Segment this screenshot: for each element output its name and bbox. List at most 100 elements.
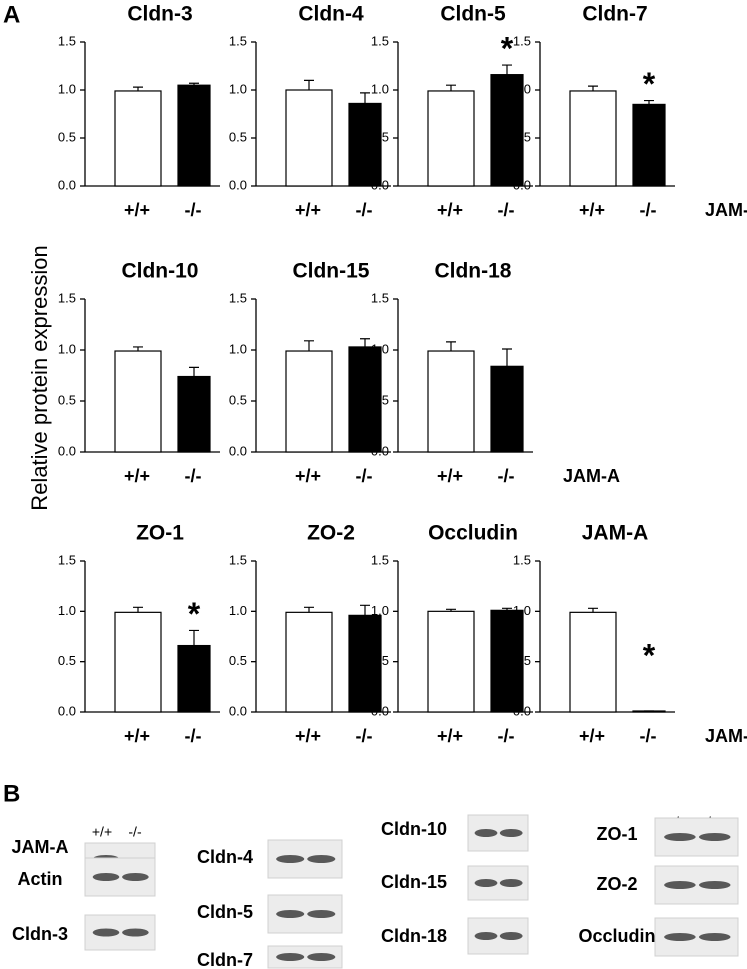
x-tick-label: +/+ bbox=[579, 726, 605, 746]
y-tick-label: 0.5 bbox=[229, 392, 247, 407]
blot-band bbox=[122, 928, 149, 937]
y-tick-label: 1.5 bbox=[513, 552, 531, 567]
bar bbox=[569, 611, 617, 713]
x-tick-label: +/+ bbox=[579, 200, 605, 220]
error-bar bbox=[133, 346, 143, 352]
y-tick-label: 0.5 bbox=[58, 392, 76, 407]
blot-label: Cldn-4 bbox=[197, 847, 253, 867]
blot-label: Cldn-15 bbox=[381, 872, 447, 892]
chart-title: ZO-1 bbox=[136, 522, 184, 545]
bar bbox=[490, 74, 524, 187]
error-bar bbox=[446, 84, 456, 91]
blot-label: ZO-2 bbox=[596, 874, 637, 894]
significance-marker: * bbox=[643, 66, 656, 102]
error-bar bbox=[502, 348, 512, 367]
y-tick-label: 1.0 bbox=[371, 341, 389, 356]
y-tick-label: 0.5 bbox=[58, 653, 76, 668]
y-tick-label: 0.0 bbox=[58, 443, 76, 458]
blot-band bbox=[92, 928, 120, 937]
bar bbox=[490, 365, 524, 453]
y-tick-label: 1.0 bbox=[229, 81, 247, 96]
chart-title: Cldn-10 bbox=[121, 260, 198, 283]
blot-band bbox=[474, 932, 498, 940]
y-tick-label: 0.5 bbox=[371, 129, 389, 144]
y-tick-label: 1.5 bbox=[58, 33, 76, 48]
y-tick-label: 1.5 bbox=[229, 290, 247, 305]
y-tick-label: 1.5 bbox=[513, 33, 531, 48]
error-bar bbox=[588, 607, 598, 613]
error-bar bbox=[133, 606, 143, 613]
blot-band bbox=[122, 873, 149, 881]
x-tick-label: -/- bbox=[640, 200, 657, 220]
blot-band bbox=[307, 953, 336, 961]
y-tick-label: 0.0 bbox=[229, 703, 247, 718]
error-bar bbox=[304, 606, 314, 613]
bar bbox=[114, 90, 162, 187]
blot-label: Cldn-3 bbox=[12, 924, 68, 944]
lane-label: -/- bbox=[128, 824, 142, 840]
blot-band bbox=[664, 933, 696, 941]
y-tick-label: 0.5 bbox=[371, 392, 389, 407]
x-tick-label: -/- bbox=[498, 726, 515, 746]
bar bbox=[348, 102, 382, 187]
error-bar bbox=[189, 82, 199, 86]
x-tick-label: -/- bbox=[356, 726, 373, 746]
y-tick-label: 0.5 bbox=[229, 129, 247, 144]
chart-title: Cldn-15 bbox=[292, 260, 369, 283]
blot-label: Occludin bbox=[578, 926, 655, 946]
blot-label: Cldn-18 bbox=[381, 926, 447, 946]
blot-band bbox=[664, 881, 696, 889]
y-tick-label: 0.0 bbox=[229, 443, 247, 458]
blot-band bbox=[276, 953, 305, 961]
chart-title: Cldn-4 bbox=[298, 3, 364, 26]
error-bar bbox=[360, 338, 370, 347]
significance-marker: * bbox=[643, 637, 656, 673]
significance-marker: * bbox=[501, 30, 514, 66]
error-bar bbox=[189, 366, 199, 377]
blot-label: Cldn-10 bbox=[381, 819, 447, 839]
x-tick-label: -/- bbox=[498, 200, 515, 220]
bar bbox=[114, 611, 162, 713]
bar bbox=[569, 90, 617, 187]
y-tick-label: 0.5 bbox=[371, 653, 389, 668]
bar bbox=[427, 90, 475, 187]
y-tick-label: 1.0 bbox=[58, 341, 76, 356]
blot-band bbox=[499, 829, 523, 837]
bar bbox=[427, 350, 475, 453]
y-tick-label: 0.5 bbox=[58, 129, 76, 144]
blot-band bbox=[307, 910, 336, 918]
x-tick-label: +/+ bbox=[437, 726, 463, 746]
error-bar bbox=[588, 85, 598, 91]
bar bbox=[114, 350, 162, 453]
y-tick-label: 0.0 bbox=[371, 703, 389, 718]
y-tick-label: 1.5 bbox=[229, 552, 247, 567]
x-tick-label: +/+ bbox=[295, 466, 321, 486]
chart-title: ZO-2 bbox=[307, 522, 355, 545]
error-bar bbox=[304, 79, 314, 90]
bar bbox=[427, 610, 475, 713]
y-tick-label: 1.0 bbox=[371, 81, 389, 96]
error-bar bbox=[304, 340, 314, 352]
blot-label: Actin bbox=[18, 869, 63, 889]
blot-band bbox=[698, 833, 731, 841]
error-bar bbox=[360, 604, 370, 616]
x-tick-label: +/+ bbox=[437, 200, 463, 220]
blot-band bbox=[698, 933, 731, 941]
y-tick-label: 0.5 bbox=[229, 653, 247, 668]
error-bar bbox=[189, 629, 199, 646]
y-tick-label: 0.5 bbox=[513, 653, 531, 668]
bar bbox=[632, 103, 666, 187]
y-tick-label: 1.0 bbox=[58, 603, 76, 618]
y-tick-label: 1.0 bbox=[371, 603, 389, 618]
x-tick-label: +/+ bbox=[437, 466, 463, 486]
chart-title: Cldn-3 bbox=[127, 3, 192, 26]
blot-band bbox=[92, 873, 120, 881]
bar bbox=[285, 350, 333, 453]
chart-title: Occludin bbox=[428, 522, 518, 545]
error-bar bbox=[446, 341, 456, 352]
blot-band bbox=[307, 855, 336, 863]
y-tick-label: 1.0 bbox=[513, 81, 531, 96]
blot-label: Cldn-5 bbox=[197, 902, 253, 922]
blot-label: Cldn-7 bbox=[197, 950, 253, 969]
y-tick-label: 1.5 bbox=[371, 290, 389, 305]
